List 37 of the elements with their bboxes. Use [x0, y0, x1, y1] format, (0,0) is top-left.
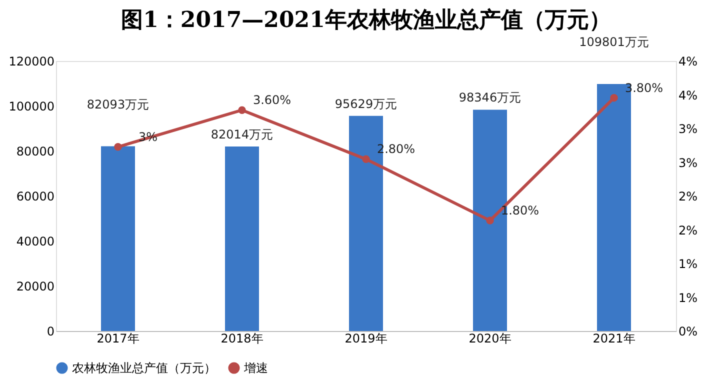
data-label: 98346万元	[458, 90, 522, 105]
y-tick-label: 80000	[16, 144, 54, 158]
point	[114, 143, 122, 151]
chart-title: 图1：2017—2021年农林牧渔业总产值（万元）	[121, 6, 611, 33]
x-tick-label: 2019年	[344, 332, 388, 346]
y2-tick-label: 4%	[678, 54, 698, 68]
data-label: 3.60%	[252, 93, 292, 108]
legend-label: 农林牧渔业总产值（万元）	[72, 361, 216, 375]
y-tick-label: 0	[46, 324, 54, 338]
y2-tick-label: 2%	[678, 190, 698, 204]
y-tick-label: 40000	[16, 234, 54, 248]
y-tick-label: 100000	[8, 100, 54, 114]
y2-tick-label: 0%	[678, 324, 698, 338]
x-tick-label: 2017年	[96, 332, 140, 346]
y-tick-label: 120000	[8, 54, 54, 68]
data-label: 95629万元	[334, 96, 398, 111]
legend-label: 增速	[243, 361, 268, 375]
point	[362, 155, 370, 164]
y2-tick-label: 2%	[678, 223, 698, 238]
y2-tick-label: 1%	[678, 290, 698, 305]
bar	[225, 146, 259, 331]
data-label: 109801万元	[579, 34, 649, 49]
y2-tick-label: 4%	[678, 88, 698, 102]
point	[610, 94, 618, 102]
y-tick-label: 60000	[16, 190, 54, 204]
point	[238, 106, 246, 114]
y2-tick-label: 3%	[678, 122, 698, 136]
point	[486, 216, 494, 224]
data-label: 82014万元	[210, 127, 274, 142]
x-tick-label: 2020年	[468, 332, 512, 346]
data-label: 82093万元	[86, 97, 150, 112]
x-tick-label: 2018年	[220, 332, 264, 346]
y-tick-label: 20000	[16, 280, 54, 294]
x-tick-label: 2021年	[592, 332, 636, 346]
bar	[101, 146, 135, 331]
y2-tick-label: 3%	[678, 156, 698, 170]
y2-tick-label: 1%	[678, 257, 698, 271]
